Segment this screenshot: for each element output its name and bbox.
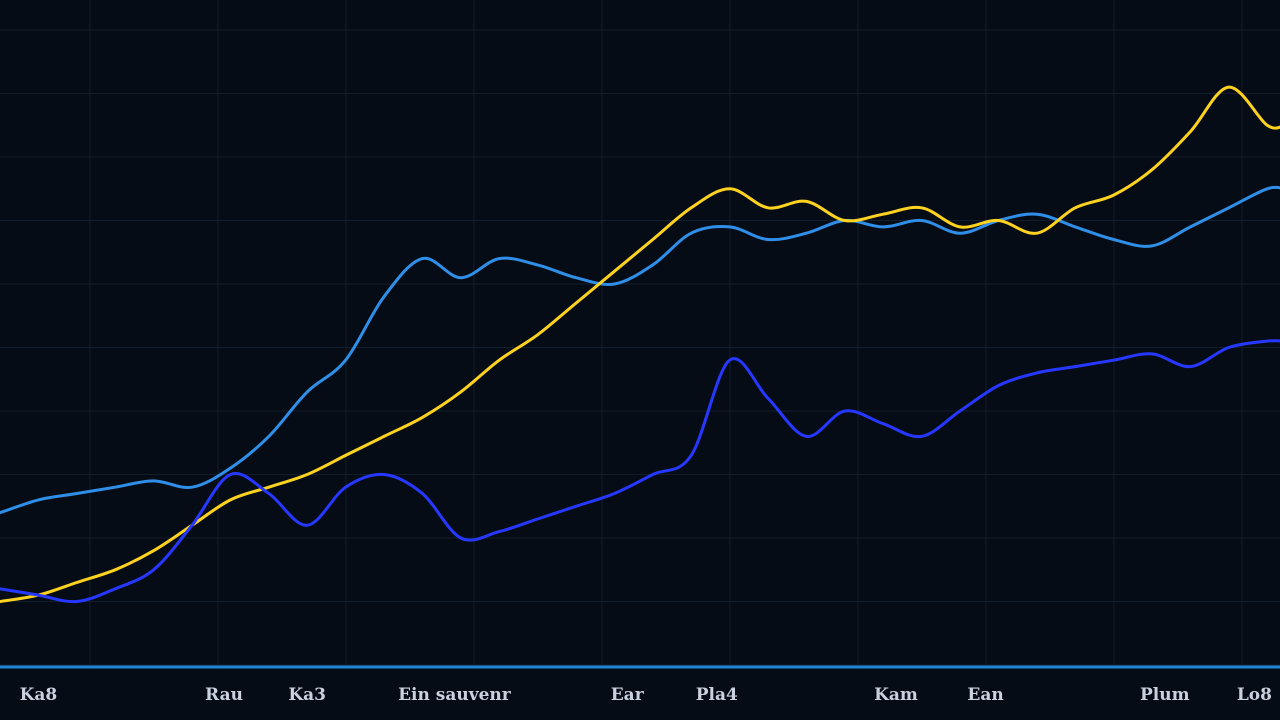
- x-tick-label: Plum: [1140, 685, 1190, 705]
- x-tick-label: Ean: [967, 685, 1003, 705]
- x-tick-label: Ein sauvenr: [398, 685, 512, 705]
- x-tick-label: Lo8: [1237, 685, 1272, 705]
- x-tick-label: Ka8: [20, 685, 58, 705]
- x-tick-label: Ka3: [288, 685, 326, 705]
- series-layer: [0, 85, 1280, 604]
- x-tick-label: Rau: [205, 685, 243, 705]
- x-tick-label: Kam: [874, 685, 918, 705]
- x-tick-labels: Ka8 Rau Ka3 Ein sauvenr Ear Pla4 Kam Ean Plum Lo8: [20, 685, 1272, 705]
- grid-layer: [0, 0, 1280, 666]
- series-line-3: [0, 339, 1280, 604]
- x-tick-label: Ear: [611, 685, 645, 705]
- series-line-1: [0, 185, 1280, 515]
- x-tick-label: Pla4: [696, 685, 738, 705]
